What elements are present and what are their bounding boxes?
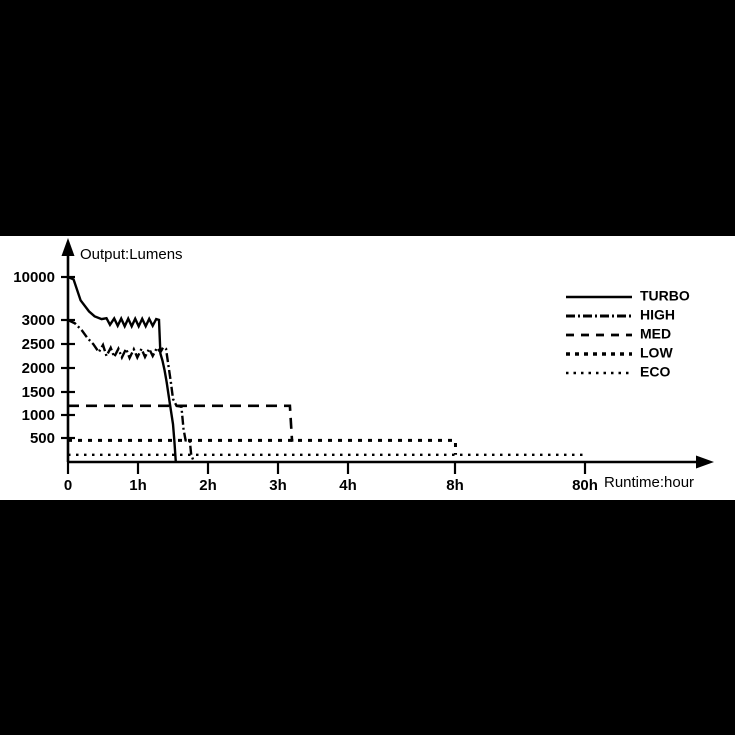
legend: TURBO HIGH MED LOW ECO [566, 288, 690, 380]
y-tick-group: 10000 3000 2500 2000 1500 1000 500 [13, 269, 75, 447]
chart-panel: Output:Lumens Runtime:hour 10000 3000 25… [0, 236, 735, 500]
legend-label-eco: ECO [640, 364, 670, 380]
legend-label-med: MED [640, 326, 671, 342]
x-axis-arrow-icon [696, 455, 714, 469]
x-tick-label: 0 [64, 477, 72, 494]
series-line-high [67, 318, 196, 463]
y-tick-label: 3000 [22, 312, 55, 329]
legend-label-low: LOW [640, 345, 673, 361]
y-tick-label: 10000 [13, 269, 55, 286]
y-tick-label: 2500 [22, 336, 55, 353]
legend-label-high: HIGH [640, 307, 675, 323]
x-axis-title: Runtime:hour [604, 474, 694, 491]
x-axis [68, 455, 714, 469]
x-tick-label: 3h [269, 477, 287, 494]
y-tick-label: 2000 [22, 360, 55, 377]
y-axis-title: Output:Lumens [80, 246, 183, 263]
y-axis-arrow-icon [61, 238, 75, 256]
y-tick-label: 1500 [22, 384, 55, 401]
y-axis [61, 238, 75, 462]
legend-label-turbo: TURBO [640, 288, 690, 304]
x-tick-group: 0 1h 2h 3h 4h 8h 80h [64, 462, 598, 494]
x-tick-label: 2h [199, 477, 217, 494]
x-tick-label: 8h [446, 477, 464, 494]
series-line-turbo [67, 275, 177, 463]
y-tick-label: 500 [30, 430, 55, 447]
x-tick-label: 80h [572, 477, 598, 494]
runtime-output-chart: Output:Lumens Runtime:hour 10000 3000 25… [13, 238, 714, 494]
x-tick-label: 1h [129, 477, 147, 494]
series-line-low [68, 438, 458, 455]
series-group [67, 275, 585, 463]
y-tick-label: 1000 [22, 407, 55, 424]
x-tick-label: 4h [339, 477, 357, 494]
